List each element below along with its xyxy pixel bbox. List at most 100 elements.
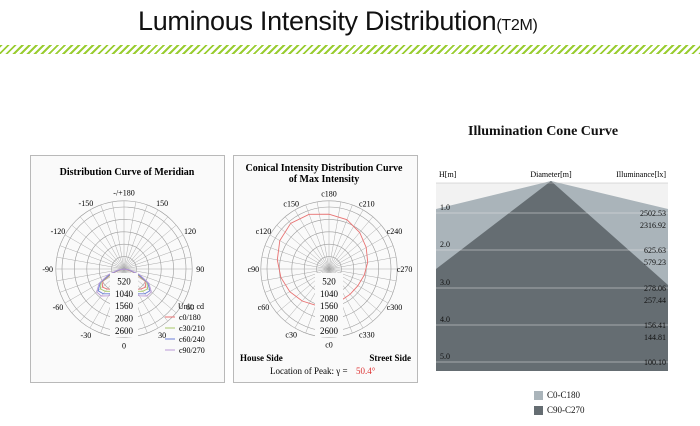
peak-location-label: Location of Peak: γ =	[270, 366, 348, 376]
grid-spoke	[328, 201, 342, 270]
angle-tick-label: c90	[248, 265, 260, 274]
row-height: 4.0	[440, 315, 450, 324]
legend-label: c0/180	[179, 313, 201, 322]
row-height: 5.0	[440, 352, 450, 361]
house-side-label: House Side	[240, 353, 283, 363]
unit-label: Unit: cd	[178, 302, 204, 311]
angle-tick-label: c210	[359, 199, 375, 208]
radial-tick-label: 520	[322, 276, 336, 286]
grid-spoke	[328, 204, 353, 270]
divider-stripe	[0, 45, 700, 54]
angle-tick-label: 30	[158, 331, 166, 340]
col-d-label: Diameter[m]	[530, 170, 572, 179]
row-illum-c0: 100.10	[644, 358, 666, 367]
title-text: Luminous Intensity Distribution	[138, 6, 497, 36]
grid-spoke	[123, 268, 192, 282]
radial-tick-label: 2600	[115, 326, 134, 336]
grid-spoke	[284, 216, 330, 270]
grid-spoke	[123, 224, 177, 270]
cone-c90-c270	[436, 181, 668, 371]
angle-tick-label: c120	[256, 227, 272, 236]
radial-tick-label: 1560	[320, 301, 339, 311]
row-illum-c0: 625.63	[644, 246, 666, 255]
row-illum-c0: 2502.53	[640, 209, 666, 218]
grid-spoke	[123, 216, 169, 270]
legend-label: c90/270	[179, 346, 205, 355]
grid-spoke	[328, 268, 397, 282]
angle-tick-label: c270	[397, 265, 413, 274]
grid-spoke	[56, 256, 125, 270]
grid-spoke	[123, 245, 189, 270]
grid-spoke	[71, 224, 125, 270]
cone-chart: H[m] Diameter[m] Illuminance[lx] 1.0 2502.53…	[436, 170, 668, 371]
conical-panel: Conical Intensity Distribution Curve of M…	[233, 155, 418, 383]
col-e-label: Illuminance[lx]	[616, 170, 666, 179]
angle-tick-label: -60	[53, 303, 64, 312]
chart-title: Conical Intensity Distribution Curve	[246, 163, 404, 174]
cone-title: Illumination Cone Curve	[468, 124, 619, 139]
row-height: 3.0	[440, 278, 450, 287]
grid-spoke	[89, 209, 125, 270]
angle-tick-label: 0	[122, 341, 126, 350]
grid-spoke	[328, 256, 397, 270]
angle-tick-label: c0	[325, 341, 333, 350]
angle-tick-label: 120	[184, 227, 196, 236]
row-illum-c90: 2316.92	[640, 221, 666, 230]
legend-label: C0-C180	[547, 390, 581, 400]
angle-tick-label: -30	[81, 331, 92, 340]
angle-tick-label: c150	[283, 199, 299, 208]
peak-location-value: 50.4°	[356, 366, 376, 376]
grid-spoke	[328, 216, 374, 270]
radial-tick-label: 1040	[115, 289, 134, 299]
series-curve-peak	[276, 213, 369, 306]
meridian-panel: Distribution Curve of Meridian -/+180 -150…	[30, 155, 225, 383]
grid-spoke	[123, 201, 137, 270]
row-illum-c0: 278.06	[644, 284, 666, 293]
grid-spoke	[123, 204, 148, 270]
legend-swatch	[534, 405, 543, 415]
col-h-label: H[m]	[439, 170, 457, 179]
label-backdrop	[110, 273, 138, 337]
legend-label: C90-C270	[547, 405, 585, 415]
row-illum-c90: 144.81	[644, 333, 666, 342]
angle-tick-label: c240	[387, 227, 403, 236]
grid-spoke	[111, 201, 125, 270]
grid-spoke	[100, 204, 125, 270]
grid-spoke	[328, 234, 389, 270]
row-illum-c90: 92.68	[648, 370, 666, 371]
grid-spoke	[316, 201, 330, 270]
grid-spoke	[294, 209, 330, 270]
grid-spoke	[261, 268, 330, 282]
grid-spoke	[123, 234, 184, 270]
meridian-chart: Distribution Curve of Meridian -/+180 -150…	[42, 167, 205, 355]
grid-spoke	[264, 245, 330, 270]
grid-spoke	[276, 224, 330, 270]
row-illum-c90: 579.23	[644, 258, 666, 267]
page-title: Luminous Intensity Distribution(T2M)	[138, 6, 538, 37]
radial-tick-label: 2600	[320, 326, 339, 336]
grid-spoke	[328, 245, 394, 270]
legend-c0-c180: C0-C180	[534, 390, 580, 400]
radial-tick-label: 2080	[320, 314, 339, 324]
angle-tick-label: -150	[79, 199, 94, 208]
radial-tick-label: 520	[117, 276, 131, 286]
grid-spoke	[264, 268, 330, 293]
row-illum-c90: 257.44	[644, 296, 666, 305]
angle-tick-label: -120	[51, 227, 66, 236]
legend-label: c60/240	[179, 335, 205, 344]
grid-spoke	[123, 209, 159, 270]
chart-title: Distribution Curve of Meridian	[60, 167, 195, 178]
angle-tick-label: c330	[359, 331, 375, 340]
label-backdrop	[315, 273, 343, 337]
street-side-label: Street Side	[369, 353, 411, 363]
row-height: 2.0	[440, 240, 450, 249]
legend-label: c30/210	[179, 324, 205, 333]
angle-tick-label: -/+180	[113, 189, 134, 198]
legend-swatch	[534, 390, 543, 400]
grid-spoke	[56, 268, 125, 282]
angle-tick-label: 90	[196, 265, 204, 274]
grid-spoke	[328, 224, 382, 270]
angle-tick-label: 60	[186, 303, 194, 312]
radial-tick-label: 1040	[320, 289, 339, 299]
